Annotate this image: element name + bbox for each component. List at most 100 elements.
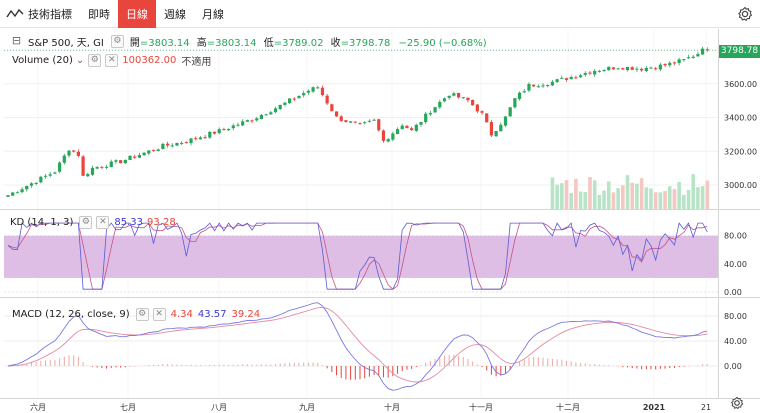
volume-bar xyxy=(621,185,625,209)
candle-body xyxy=(377,119,381,131)
volume-bar xyxy=(705,180,710,209)
candle-body xyxy=(119,160,123,164)
volume-bar xyxy=(630,182,635,209)
volume-bar xyxy=(588,177,592,209)
volume-close-icon[interactable]: ✕ xyxy=(105,54,119,67)
candle-body xyxy=(264,114,268,116)
candle-body xyxy=(114,160,118,162)
indicators-label: 技術指標 xyxy=(28,7,72,21)
chart-svg[interactable]: 3800.003600.003400.003200.003000.00六月七月八… xyxy=(0,29,760,413)
macd-tick-label: 80.00 xyxy=(724,312,747,321)
candle-body xyxy=(34,182,38,184)
candle-body xyxy=(151,149,156,151)
candle-body xyxy=(513,98,517,108)
kd-tick-label: 40.00 xyxy=(724,260,747,269)
candle-body xyxy=(217,129,221,134)
candle-body xyxy=(630,67,634,70)
kd-tick-label: 80.00 xyxy=(724,232,747,241)
tab-weekly[interactable]: 週線 xyxy=(164,7,186,21)
candle-body xyxy=(527,83,531,91)
axes: 3800.003600.003400.003200.003000.00六月七月八… xyxy=(0,29,760,412)
candle-body xyxy=(62,155,66,163)
candle-body xyxy=(588,72,592,74)
volume-bar xyxy=(564,180,569,209)
candle-body xyxy=(682,59,686,61)
volume-bars xyxy=(550,174,710,209)
volume-bar xyxy=(578,191,583,209)
kd-settings-icon[interactable]: ⚙ xyxy=(79,216,93,229)
volume-settings-icon[interactable]: ⚙ xyxy=(88,54,102,67)
kd-close-icon[interactable]: ✕ xyxy=(96,216,110,229)
macd-settings-icon[interactable]: ⚙ xyxy=(135,308,149,321)
candle-body xyxy=(696,54,700,57)
collapse-icon[interactable]: ⊟ xyxy=(11,34,22,47)
candle-body xyxy=(607,66,611,71)
indicators-button[interactable]: 技術指標 xyxy=(0,0,80,28)
chart-area[interactable]: 3800.003600.003400.003200.003000.00六月七月八… xyxy=(0,29,760,413)
candle-body xyxy=(95,167,99,169)
bottom-settings-gear-icon[interactable] xyxy=(730,396,744,410)
candle-body xyxy=(419,121,423,125)
macd-legend: MACD (12, 26, close, 9) ⚙ ✕ 4.34 43.57 3… xyxy=(12,308,260,321)
candle-body xyxy=(100,166,104,168)
candle-body xyxy=(433,107,437,113)
kd-legend: KD (14, 1, 3) ⚙ ✕ 85.33 93.28 xyxy=(10,216,176,229)
candle-body xyxy=(405,125,409,129)
candle-body xyxy=(236,124,240,126)
macd-close-icon[interactable]: ✕ xyxy=(152,308,166,321)
candle-body xyxy=(306,90,310,93)
candle-body xyxy=(255,118,259,121)
candle-body xyxy=(593,70,597,75)
candle-body xyxy=(259,114,264,119)
kd-tick-label: 0.00 xyxy=(724,288,742,297)
candle-body xyxy=(278,104,282,110)
tab-realtime[interactable]: 即時 xyxy=(88,7,110,21)
tab-monthly[interactable]: 月線 xyxy=(202,7,224,21)
candle-body xyxy=(90,167,95,175)
candle-body xyxy=(461,97,465,99)
time-tick-label: 十二月 xyxy=(556,402,580,412)
volume-bar xyxy=(686,189,691,209)
candle-body xyxy=(212,131,217,134)
candle-body xyxy=(517,92,522,99)
candle-body xyxy=(386,139,390,142)
candle-body xyxy=(663,64,667,66)
volume-bar xyxy=(677,181,681,209)
candle-body xyxy=(288,98,292,104)
candle-body xyxy=(208,131,212,138)
settings-gear-icon[interactable] xyxy=(737,6,753,22)
candle-body xyxy=(621,68,625,70)
candle-body xyxy=(297,95,301,99)
volume-bar xyxy=(672,189,677,209)
candle-body xyxy=(58,162,62,172)
candle-body xyxy=(686,57,691,59)
candle-body xyxy=(447,95,451,98)
volume-dropdown-icon[interactable]: ⌄ xyxy=(75,55,85,66)
tab-daily[interactable]: 日線 xyxy=(118,0,156,28)
volume-bar xyxy=(644,187,649,209)
time-tick-label: 十一月 xyxy=(469,402,493,412)
candle-body xyxy=(250,120,254,122)
volume-bar xyxy=(649,188,653,209)
candle-body xyxy=(161,143,165,150)
candle-body xyxy=(15,192,19,194)
candle-body xyxy=(241,121,245,126)
candle-body xyxy=(334,111,339,117)
candle-body xyxy=(29,183,34,186)
candle-body xyxy=(649,67,653,69)
candle-body xyxy=(320,87,325,96)
candle-body xyxy=(546,85,550,87)
volume-bar xyxy=(635,183,639,209)
volume-bar xyxy=(691,174,696,209)
candle-body xyxy=(494,130,498,137)
candle-body xyxy=(147,150,151,154)
candle-body xyxy=(560,77,564,79)
time-tick-label: 九月 xyxy=(299,403,315,412)
symbol-settings-icon[interactable]: ⚙ xyxy=(110,35,124,48)
candle-body xyxy=(194,138,198,140)
candle-body xyxy=(503,116,508,126)
candle-body xyxy=(611,67,616,70)
candle-body xyxy=(536,86,540,88)
candle-body xyxy=(410,128,414,131)
candle-body xyxy=(541,85,545,87)
